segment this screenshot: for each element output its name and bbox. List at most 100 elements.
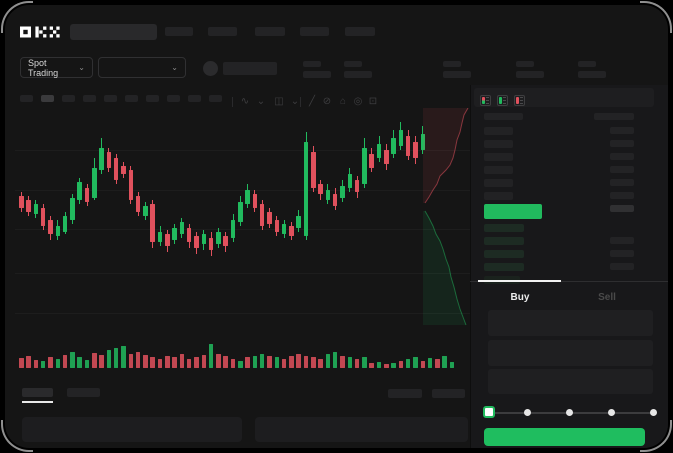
candle-body xyxy=(274,220,279,232)
ask-price-skeleton[interactable] xyxy=(484,127,513,135)
chevron-down-icon[interactable]: ⌄ xyxy=(290,96,300,107)
ask-price-skeleton[interactable] xyxy=(484,166,513,174)
timeframe-button-active[interactable] xyxy=(41,95,54,102)
search-input[interactable] xyxy=(70,24,157,40)
volume-bar xyxy=(157,359,163,368)
candle-body xyxy=(55,226,60,236)
candle-body xyxy=(216,232,221,244)
nav-item-skeleton[interactable] xyxy=(300,27,329,36)
chevron-down-icon[interactable]: ⌄ xyxy=(256,96,266,107)
volume-bar xyxy=(33,360,39,368)
brush-icon[interactable]: ⊘ xyxy=(322,96,332,107)
chevron-down-icon: ⌄ xyxy=(171,62,178,72)
timeframe-button[interactable] xyxy=(83,95,96,102)
volume-bar xyxy=(296,354,301,368)
bid-price-skeleton[interactable] xyxy=(484,250,524,258)
candle-body xyxy=(405,136,411,156)
slider-stop-75[interactable] xyxy=(608,409,615,416)
ask-price-skeleton[interactable] xyxy=(484,179,513,187)
candle-body xyxy=(179,222,185,234)
timeframe-button[interactable] xyxy=(20,95,33,102)
bottom-tab-active-skeleton[interactable] xyxy=(22,388,53,397)
candle-body xyxy=(296,216,301,228)
bid-price-skeleton[interactable] xyxy=(484,263,524,271)
volume-bar xyxy=(413,357,418,368)
ask-price-skeleton[interactable] xyxy=(484,192,513,200)
ticker-stat-label-skeleton xyxy=(443,61,461,67)
candle-body xyxy=(245,190,250,204)
candle-body xyxy=(223,236,228,246)
bid-price-skeleton[interactable] xyxy=(484,224,524,232)
volume-bar xyxy=(19,358,24,368)
okx-logo[interactable] xyxy=(20,24,64,40)
volume-bar xyxy=(179,354,185,368)
fullscreen-icon[interactable]: ⊡ xyxy=(368,96,378,107)
ticker-stat-value-skeleton xyxy=(303,71,331,78)
slider-stop-100[interactable] xyxy=(650,409,657,416)
market-type-dropdown[interactable]: Spot Trading ⌄ xyxy=(20,57,93,78)
chevron-down-icon: ⌄ xyxy=(78,62,85,72)
bid-price-skeleton[interactable] xyxy=(484,237,524,245)
candle-body xyxy=(157,232,163,242)
bottom-action-skeleton[interactable] xyxy=(432,389,465,398)
tab-sell[interactable]: Sell xyxy=(598,292,616,303)
settings-icon[interactable]: ◎ xyxy=(353,96,363,107)
trendline-icon[interactable]: ╱ xyxy=(308,96,316,107)
nav-item-skeleton[interactable] xyxy=(165,27,193,36)
indicators-wave-icon[interactable]: ∿ xyxy=(240,96,250,107)
ticker-stat-label-skeleton xyxy=(578,61,596,67)
orderbook-icon-lines xyxy=(486,97,489,104)
candle-body xyxy=(420,134,425,150)
slider-stop-50[interactable] xyxy=(566,409,573,416)
orderbook-layout-bids-icon[interactable] xyxy=(497,95,508,106)
candle-body xyxy=(99,148,104,170)
bottom-panel-left-skeleton xyxy=(22,417,242,442)
timeframe-button[interactable] xyxy=(62,95,75,102)
ask-amount-skeleton xyxy=(610,192,634,199)
camera-icon[interactable]: ⌂ xyxy=(339,96,347,107)
bid-amount-skeleton xyxy=(610,263,634,270)
gridline xyxy=(15,273,470,274)
volume-bar xyxy=(230,359,236,368)
nav-item-skeleton[interactable] xyxy=(255,27,285,36)
amount-input-skeleton[interactable] xyxy=(488,340,653,366)
bottom-tab-skeleton[interactable] xyxy=(67,388,100,397)
tab-buy[interactable]: Buy xyxy=(510,292,530,303)
candle-body xyxy=(267,212,272,224)
timeframe-button[interactable] xyxy=(167,95,180,102)
pair-dropdown[interactable]: ⌄ xyxy=(98,57,186,78)
bottom-action-skeleton[interactable] xyxy=(388,389,422,398)
timeframe-button[interactable] xyxy=(209,95,222,102)
candle-body xyxy=(19,196,24,208)
orderbook-layout-asks-icon[interactable] xyxy=(514,95,525,106)
ask-price-skeleton[interactable] xyxy=(484,140,513,148)
volume-bar xyxy=(113,348,119,368)
volume-bar xyxy=(442,356,447,368)
tab-divider xyxy=(470,281,668,282)
timeframe-button[interactable] xyxy=(188,95,201,102)
timeframe-button[interactable] xyxy=(104,95,117,102)
price-input-skeleton[interactable] xyxy=(488,310,653,336)
buy-submit-button[interactable] xyxy=(484,428,645,446)
volume-bar xyxy=(106,350,112,368)
gridline xyxy=(15,313,470,314)
last-price-badge[interactable] xyxy=(484,204,542,219)
slider-handle[interactable] xyxy=(483,406,495,418)
nav-item-skeleton[interactable] xyxy=(208,27,237,36)
timeframe-button[interactable] xyxy=(125,95,138,102)
slider-stop-25[interactable] xyxy=(524,409,531,416)
ask-price-skeleton[interactable] xyxy=(484,153,513,161)
orderbook-layout-both-icon[interactable] xyxy=(480,95,491,106)
timeframe-button[interactable] xyxy=(146,95,159,102)
candle-body xyxy=(311,152,316,188)
volume-bar xyxy=(252,356,258,368)
chart-panel[interactable] xyxy=(15,108,470,378)
candle-body xyxy=(398,130,404,146)
candle-layer xyxy=(15,108,470,330)
chart-type-icon[interactable]: ◫ xyxy=(274,96,284,107)
total-input-skeleton[interactable] xyxy=(488,369,653,394)
volume-bar xyxy=(398,361,404,368)
volume-layer xyxy=(15,336,455,368)
nav-item-skeleton[interactable] xyxy=(345,27,375,36)
